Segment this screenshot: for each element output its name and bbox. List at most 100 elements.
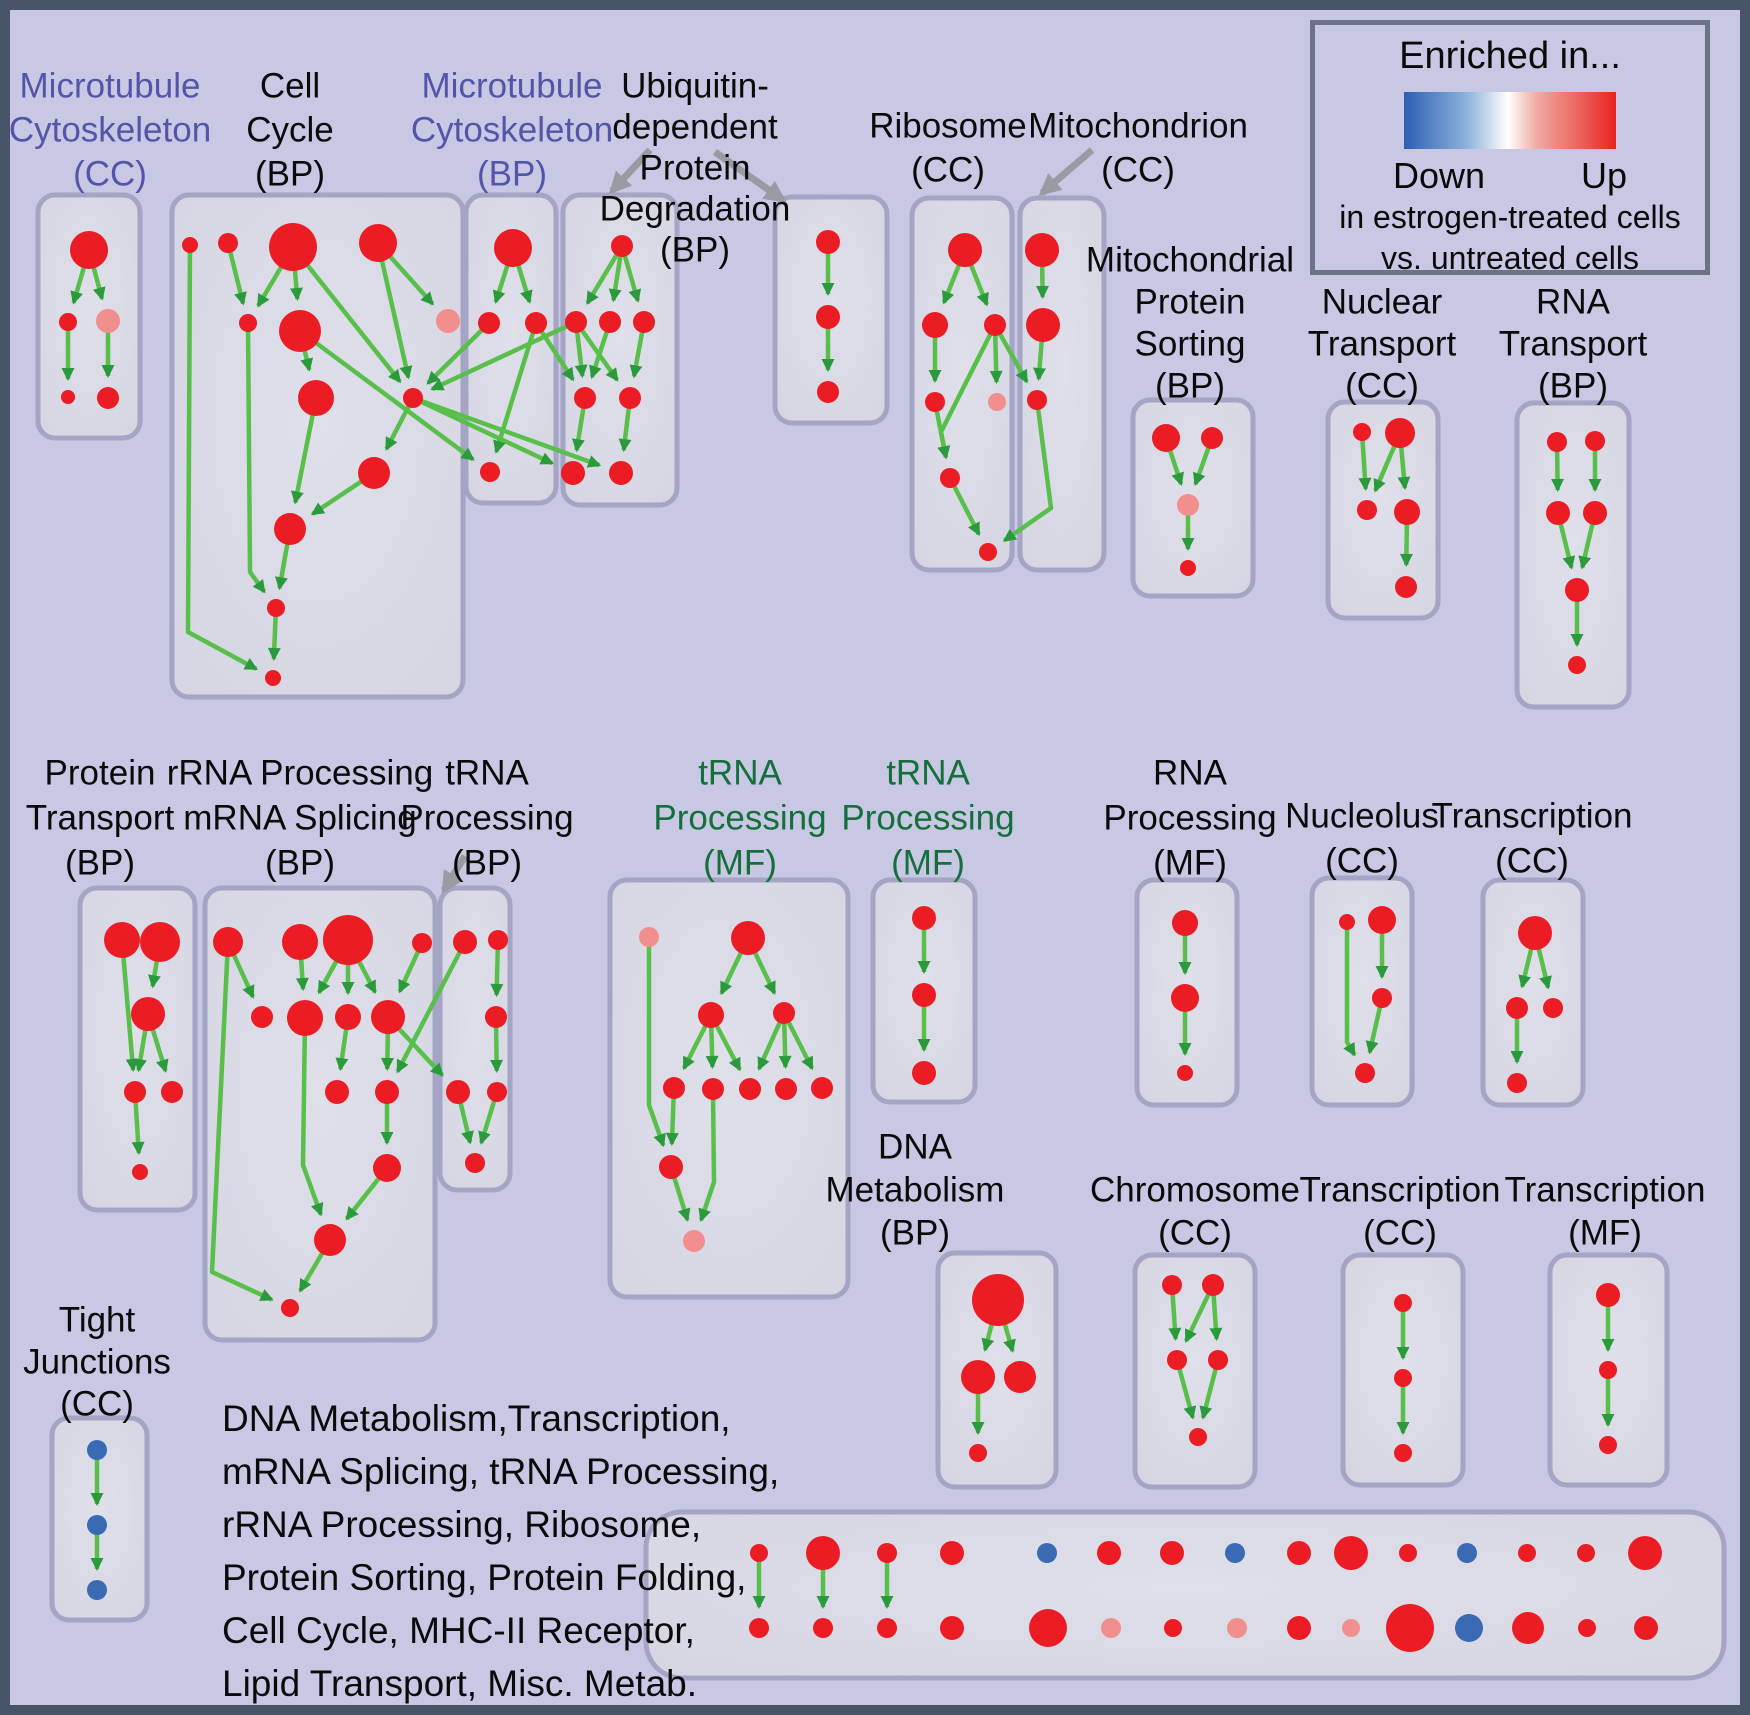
go-term-node-t2 [1506,997,1528,1019]
cluster-box-ubiquitin-1 [560,192,680,508]
go-term-node-a5 [97,387,119,409]
go-term-node-u2 [1599,1361,1617,1379]
go-term-node-zt13 [1518,1544,1536,1562]
go-term-node-a1 [70,231,108,269]
go-term-node-h3 [1177,494,1199,516]
go-term-node-l10 [375,1080,399,1104]
annotation-line: Cell Cycle, MHC-II Receptor, [222,1610,695,1651]
go-term-node-d2 [565,311,587,333]
cluster-label-micro-cc: Cytoskeleton [9,110,211,149]
cluster-label-rna-processing-mf: Processing [1103,798,1276,837]
go-term-node-a4 [61,390,75,404]
cluster-label-chromosome: Chromosome [1090,1170,1300,1209]
cluster-box-dna-metabolism [935,1250,1059,1490]
go-term-node-f5 [988,393,1006,411]
go-term-node-w3 [912,1061,936,1085]
go-term-node-q4 [663,1077,685,1099]
edge-q5-q10 [698,1088,717,1223]
go-term-node-zt12 [1457,1543,1477,1563]
go-term-node-c3 [525,312,547,334]
go-term-node-b1 [182,237,198,253]
cluster-label-mito-sort: Sorting [1135,324,1246,363]
edge-l6-l12 [300,1017,324,1217]
merged-clusters-annotation: DNA Metabolism,Transcription, mRNA Splic… [222,1392,779,1710]
go-term-node-e2 [816,305,840,329]
go-term-node-g2 [1026,308,1060,342]
go-term-node-zb11 [1386,1604,1434,1652]
go-term-node-q1 [731,921,765,955]
go-term-node-r4 [1208,1350,1228,1370]
go-term-node-o1 [1339,914,1355,930]
go-term-node-d8 [609,461,633,485]
go-term-node-j6 [1568,656,1586,674]
cluster-box-protein-transport [77,885,198,1213]
go-term-node-d7 [561,461,585,485]
cluster-box-transcription-cc-1 [1480,877,1586,1108]
cluster-label-nuclear-transport: Transport [1308,324,1457,363]
go-term-node-l8 [371,1000,405,1034]
cluster-label-nucleolus: Nucleolus [1285,796,1439,835]
cluster-label-micro-bp: Microtubule [422,66,603,105]
edge-l1-l13 [209,941,274,1302]
go-term-node-q0 [639,927,659,947]
edge-b3-b9 [291,245,402,384]
annotation-line: rRNA Processing, Ribosome, [222,1504,702,1545]
go-term-node-r2 [1202,1274,1224,1296]
go-term-node-q10 [683,1230,705,1252]
cluster-label-tight-junctions: Junctions [23,1342,171,1381]
go-term-node-b7 [436,309,460,333]
cluster-label-mito-sort: Mitochondrial [1086,240,1294,279]
go-term-node-q3 [773,1002,795,1024]
go-term-node-zt1 [750,1544,768,1562]
cluster-label-rna-transport: (BP) [1538,366,1608,405]
go-term-node-zt2 [806,1536,840,1570]
go-term-node-b11 [274,513,306,545]
go-term-node-j3 [1546,501,1570,525]
go-term-node-b9 [403,388,423,408]
edge-d2-d6 [574,320,620,382]
cluster-label-chromosome: (CC) [1158,1213,1232,1252]
cluster-label-trna-bp: Processing [400,798,573,837]
cluster-label-nuclear-transport: Nuclear [1322,282,1443,321]
go-term-node-q9 [659,1155,683,1179]
go-term-node-tj2 [87,1515,107,1535]
go-term-node-j4 [1583,501,1607,525]
go-term-node-k3 [131,997,165,1031]
go-term-node-h1 [1152,424,1180,452]
cluster-box-ribosome [909,195,1015,573]
go-term-node-l11 [373,1154,401,1182]
go-term-node-zt10 [1334,1536,1368,1570]
cluster-label-ribosome: (CC) [911,150,985,189]
edge-i1-i3 [1358,431,1372,491]
pointer-arrow-to-ubiquitin-box-2 [712,149,787,203]
pointer-arrow-to-trna-bp-box [441,854,468,894]
cluster-label-ubiquitin: dependent [612,107,778,146]
go-term-node-k5 [161,1081,183,1103]
edge-b9-d8 [412,395,602,468]
go-term-node-f7 [979,543,997,561]
cluster-label-transcription-cc-2: (CC) [1363,1213,1437,1252]
cluster-label-trna-mf-2: tRNA [886,753,970,792]
go-term-node-i4 [1394,499,1420,525]
cluster-label-mito-sort: (BP) [1155,366,1225,405]
go-term-node-o3 [1372,988,1392,1008]
go-term-node-mm5 [487,1082,507,1102]
go-term-node-e1 [816,230,840,254]
cluster-label-protein-transport: (BP) [65,843,135,882]
go-term-node-b5 [239,314,257,332]
go-term-node-mm2 [488,930,508,950]
go-term-node-j5 [1565,578,1589,602]
annotation-line: mRNA Splicing, tRNA Processing, [222,1451,780,1492]
cluster-label-rna-processing-mf: RNA [1153,753,1228,792]
cluster-box-nuclear-transport [1325,399,1441,621]
cluster-label-trna-mf-2: (MF) [891,843,965,882]
go-term-node-f4 [925,392,945,412]
cluster-label-trna-mf-1: Processing [653,798,826,837]
go-term-node-q7 [775,1078,797,1100]
go-term-node-c1 [494,229,532,267]
cluster-box-trna-mf-1 [607,877,851,1300]
go-term-node-zb13 [1512,1612,1544,1644]
go-term-node-b13 [265,670,281,686]
